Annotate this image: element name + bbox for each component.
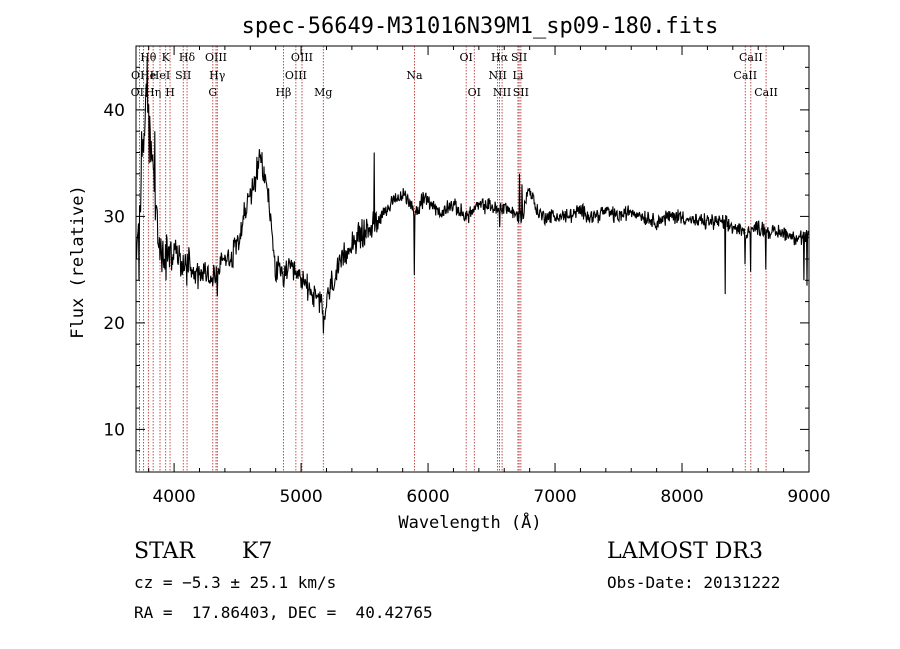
line-label: SII (513, 86, 529, 99)
y-tick-label: 40 (103, 101, 125, 121)
axis-ticks: 4000 5000 6000 7000 8000 9000 10 20 30 40 (103, 45, 831, 507)
line-label: Hβ (275, 86, 291, 99)
line-labels: HθOIIOHeHηHeIKHSIIHδGOIIIHγHβOIIIOIIIMgN… (131, 51, 778, 99)
line-label: SII (175, 69, 191, 82)
line-label: OIII (291, 51, 313, 64)
line-label: K (162, 51, 171, 64)
line-label: Hα (491, 51, 509, 64)
line-label: Na (406, 69, 423, 82)
line-label: Hη (145, 86, 161, 99)
x-tick-label: 5000 (279, 487, 322, 507)
line-label: CaII (739, 51, 763, 64)
line-label: Hδ (179, 51, 196, 64)
spectrum-line (135, 56, 810, 334)
survey-name: LAMOST DR3 (607, 539, 763, 564)
line-label: Li (513, 69, 524, 82)
line-label: H (165, 86, 175, 99)
redshift-text: cz = −5.3 ± 25.1 km/s (134, 573, 337, 592)
x-axis-label: Wavelength (Å) (398, 511, 541, 533)
x-tick-label: 6000 (406, 487, 449, 507)
line-label: OIII (205, 51, 227, 64)
line-label: G (208, 86, 217, 99)
coordinates-text: RA = 17.86403, DEC = 40.42765 (134, 603, 433, 622)
x-tick-label: 8000 (660, 487, 703, 507)
line-label: CaII (754, 86, 778, 99)
y-tick-label: 30 (103, 207, 125, 227)
plot-frame (135, 45, 810, 473)
line-label: OI (468, 86, 481, 99)
line-label: Hθ (140, 51, 157, 64)
y-tick-label: 10 (103, 420, 125, 440)
chart-title: spec-56649-M31016N39M1_sp09-180.fits (242, 14, 719, 39)
object-class: STAR (134, 539, 195, 564)
line-label: Hγ (209, 69, 226, 82)
x-tick-label: 4000 (152, 487, 195, 507)
line-label: NII (488, 69, 506, 82)
line-label: OHe (131, 69, 156, 82)
x-tick-label: 7000 (533, 487, 576, 507)
obs-date-text: Obs-Date: 20131222 (607, 573, 781, 592)
line-label: CaII (733, 69, 757, 82)
line-label: OI (459, 51, 472, 64)
line-label: SII (511, 51, 527, 64)
line-label: OII (131, 86, 149, 99)
line-label: HeI (150, 69, 170, 82)
line-label: NII (493, 86, 511, 99)
x-tick-label: 9000 (787, 487, 830, 507)
y-axis-label: Flux (relative) (68, 185, 88, 339)
y-tick-label: 20 (103, 314, 125, 334)
line-label: OIII (285, 69, 307, 82)
line-label: Mg (314, 86, 332, 99)
object-subclass: K7 (242, 539, 273, 564)
